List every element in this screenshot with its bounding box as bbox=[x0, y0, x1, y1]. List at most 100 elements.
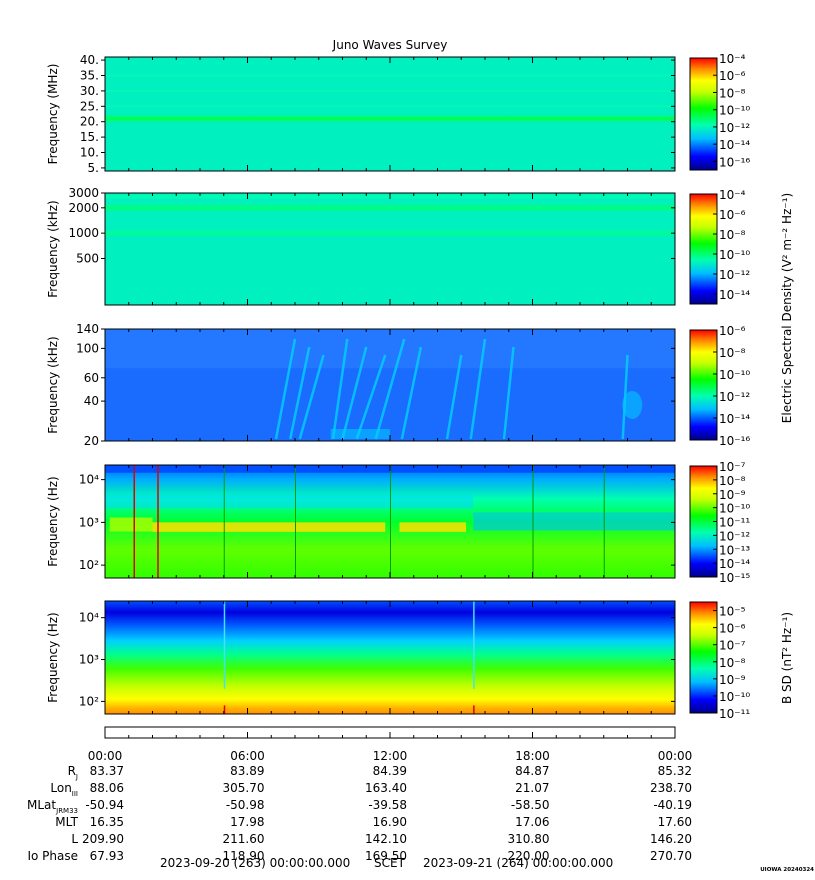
colorbar-tick-label: 10⁻⁸ bbox=[719, 346, 746, 360]
spike-line bbox=[157, 465, 159, 578]
ephemeris-value: 84.39 bbox=[373, 764, 407, 778]
y-tick-label: 10³ bbox=[79, 515, 99, 529]
spike-line bbox=[223, 601, 226, 689]
y-tick-label: 100 bbox=[76, 341, 99, 355]
colorbar-tick-label: 10⁻⁷ bbox=[719, 639, 746, 653]
heatmap-band bbox=[105, 204, 675, 211]
colorbar-tick-label: 10⁻⁶ bbox=[719, 69, 746, 83]
colorbar-tick-label: 10⁻¹⁰ bbox=[719, 368, 750, 382]
emission-streak bbox=[341, 346, 368, 440]
colorbar-tick-label: 10⁻⁸ bbox=[719, 474, 746, 488]
emission-streak bbox=[331, 338, 349, 440]
ephemeris-value: 163.40 bbox=[365, 781, 407, 795]
heatmap bbox=[105, 57, 675, 171]
colorbar-tick-label: 10⁻⁷ bbox=[719, 460, 746, 474]
colorbar-tick-label: 10⁻¹⁴ bbox=[719, 412, 750, 426]
y-tick-label: 10⁴ bbox=[79, 611, 99, 625]
ephemeris-value: 305.70 bbox=[223, 781, 265, 795]
spike-line bbox=[133, 465, 135, 578]
colorbar-tick-label: 10⁻¹⁴ bbox=[719, 557, 750, 571]
y-tick-label: 20 bbox=[84, 434, 99, 448]
colorbar: 10⁻¹¹ 10⁻¹⁰ 10⁻⁹ 10⁻⁸ 10⁻⁷ 10⁻⁶ 10⁻⁵ bbox=[689, 601, 750, 721]
colorbar-tick-label: 10⁻⁶ bbox=[719, 622, 746, 636]
emission-band-yellow bbox=[152, 522, 386, 532]
colorbar-tick-label: 10⁻⁶ bbox=[719, 208, 746, 222]
emission-streak bbox=[289, 346, 311, 440]
ephemeris-row-label: Io Phase bbox=[27, 849, 78, 863]
emission-patch bbox=[622, 391, 643, 419]
emission-patch bbox=[330, 429, 390, 439]
y-axis-label: Frequency (kHz) bbox=[46, 200, 60, 297]
ephemeris-value: 16.90 bbox=[373, 815, 407, 829]
emission-streak bbox=[469, 338, 487, 440]
colorbar-tick-label: 10⁻¹⁶ bbox=[719, 434, 750, 448]
colorbar-tick-label: 10⁻¹³ bbox=[719, 543, 750, 557]
heatmap-layer bbox=[105, 329, 675, 369]
heatmap bbox=[105, 193, 675, 305]
y-tick-label: 25. bbox=[80, 99, 99, 113]
ephemeris-value: 142.10 bbox=[365, 832, 407, 846]
spike-line bbox=[473, 601, 475, 689]
colorbar-tick-label: 10⁻¹⁴ bbox=[719, 138, 750, 152]
colorbar: 10⁻¹⁶ 10⁻¹⁴ 10⁻¹² 10⁻¹⁰ 10⁻⁸ 10⁻⁶ 10⁻⁴ bbox=[689, 52, 750, 171]
colorbar-tick-label: 10⁻⁵ bbox=[719, 605, 746, 619]
credit-stamp: UIOWA 20240324 bbox=[760, 867, 814, 873]
colorbar-tick-label: 10⁻¹² bbox=[719, 390, 750, 404]
ephemeris-row-subscript: JRM33 bbox=[55, 807, 78, 815]
cutoff-band bbox=[105, 494, 474, 509]
y-tick-label: 10. bbox=[80, 146, 99, 160]
time-tick-label: 00:00 bbox=[88, 749, 123, 763]
ephemeris-value: 17.06 bbox=[515, 815, 549, 829]
colorbar-label-magnetic: B SD (nT² Hz⁻¹) bbox=[780, 612, 794, 704]
time-axis: 00:00 06:00 12:00 18:00 00:00 bbox=[88, 726, 693, 763]
heatmap-background bbox=[105, 193, 675, 305]
y-axis-label: Frequency (MHz) bbox=[46, 64, 60, 165]
ephemeris-value: 83.37 bbox=[90, 764, 124, 778]
y-axis-label: Frequency (Hz) bbox=[46, 612, 60, 703]
heatmap bbox=[105, 465, 675, 578]
ephemeris-value: 310.80 bbox=[508, 832, 550, 846]
ephemeris-value: -39.58 bbox=[368, 798, 407, 812]
colorbar-tick-label: 10⁻⁹ bbox=[719, 488, 746, 502]
colorbar-gradient bbox=[689, 601, 718, 714]
colorbar-tick-label: 10⁻¹⁰ bbox=[719, 248, 750, 262]
colorbar-tick-label: 10⁻¹⁶ bbox=[719, 155, 750, 169]
emission-streak bbox=[374, 338, 406, 440]
spike-line bbox=[390, 465, 391, 578]
spectrogram-panels: 5.10. 15.20. 25.30. 35.40. Frequency (MHz) 10… bbox=[46, 52, 750, 721]
y-tick-label: 10⁴ bbox=[79, 473, 99, 487]
colorbar-tick-label: 10⁻⁶ bbox=[719, 324, 746, 338]
y-tick-label: 40. bbox=[80, 53, 99, 67]
colorbar-tick-label: 10⁻⁸ bbox=[719, 86, 746, 100]
footer-scet-label: SCET bbox=[374, 856, 406, 870]
emission-streak bbox=[502, 346, 515, 440]
y-tick-label: 30. bbox=[80, 84, 99, 98]
time-tick-label: 00:00 bbox=[658, 749, 693, 763]
colorbar-tick-label: 10⁻⁴ bbox=[719, 188, 746, 202]
colorbar-tick-label: 10⁻¹⁴ bbox=[719, 288, 750, 302]
heatmap-band-21mhz bbox=[105, 113, 675, 124]
ephemeris-value: 169.50 bbox=[365, 849, 407, 863]
ephemeris-value: 220.00 bbox=[508, 849, 550, 863]
ephemeris-value: 88.06 bbox=[90, 781, 124, 795]
time-tick-label: 12:00 bbox=[373, 749, 408, 763]
colorbar: 10⁻¹⁴ 10⁻¹² 10⁻¹⁰ 10⁻⁸ 10⁻⁶ 10⁻⁴ bbox=[689, 188, 750, 305]
colorbar-tick-label: 10⁻¹² bbox=[719, 121, 750, 135]
ephemeris-value: -50.94 bbox=[85, 798, 124, 812]
emission-streak bbox=[274, 338, 297, 440]
heatmap-band bbox=[105, 105, 675, 108]
y-tick-label: 2000 bbox=[68, 201, 99, 215]
colorbar-tick-label: 10⁻¹² bbox=[719, 529, 750, 543]
y-tick-label: 140 bbox=[76, 322, 99, 336]
ephemeris-value: 67.93 bbox=[90, 849, 124, 863]
ephemeris-row-label: L bbox=[71, 832, 78, 846]
cutoff-band bbox=[473, 512, 675, 531]
emission-streak bbox=[355, 354, 387, 440]
colorbar-label-electric: Electric Spectral Density (V² m⁻² Hz⁻¹) bbox=[780, 193, 794, 423]
ephemeris-value: 85.32 bbox=[658, 764, 692, 778]
ephemeris-value: 16.35 bbox=[90, 815, 124, 829]
ephemeris-row-label: MLT bbox=[55, 815, 78, 829]
emission-streak bbox=[445, 354, 463, 440]
y-tick-label: 15. bbox=[80, 130, 99, 144]
